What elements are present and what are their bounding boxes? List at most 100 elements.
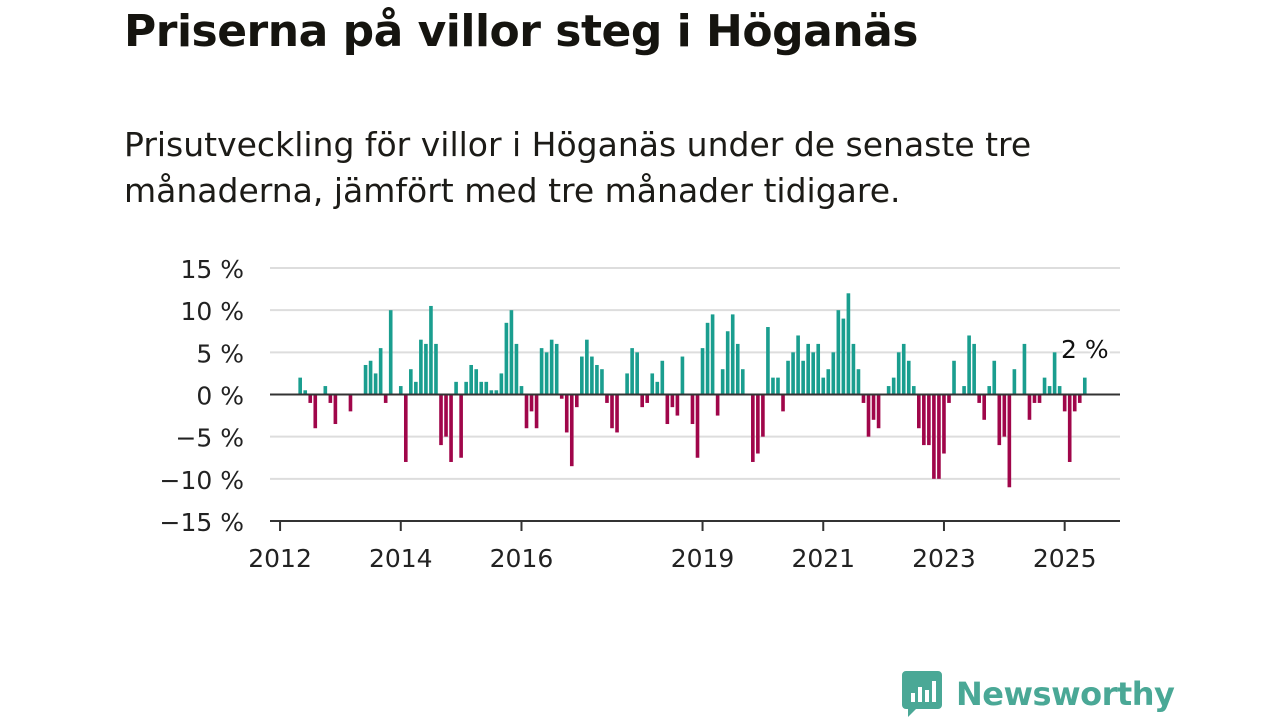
y-axis-labels: 15 % 10 % 5 % 0 % −5 % −10 % −15 % bbox=[160, 255, 244, 537]
bar bbox=[735, 343, 740, 395]
bar bbox=[836, 310, 841, 395]
bar bbox=[801, 360, 805, 395]
bar bbox=[952, 360, 956, 395]
bar bbox=[383, 394, 388, 403]
bar bbox=[906, 360, 911, 395]
bar bbox=[469, 364, 473, 395]
bar bbox=[544, 352, 549, 395]
bar bbox=[564, 394, 569, 433]
bar bbox=[730, 314, 735, 395]
latest-value-label: 2 % bbox=[1061, 335, 1109, 364]
bar bbox=[851, 343, 856, 395]
bar bbox=[403, 394, 408, 462]
y-tick-label: 0 % bbox=[196, 382, 244, 411]
bar bbox=[640, 394, 644, 408]
bar bbox=[539, 348, 544, 395]
y-tick-label: −10 % bbox=[160, 466, 244, 495]
bar bbox=[554, 343, 559, 395]
bar bbox=[534, 394, 539, 429]
bar bbox=[922, 394, 926, 446]
bar bbox=[932, 394, 936, 479]
bar bbox=[454, 381, 458, 395]
bar bbox=[655, 381, 660, 395]
bar bbox=[1037, 394, 1042, 403]
bar bbox=[348, 394, 353, 412]
bar bbox=[398, 386, 403, 395]
bar bbox=[766, 327, 770, 395]
bar bbox=[927, 394, 931, 446]
bar bbox=[429, 305, 433, 395]
bar bbox=[901, 343, 906, 395]
x-tick-label: 2023 bbox=[912, 544, 976, 573]
bar bbox=[489, 390, 494, 395]
bar bbox=[580, 356, 584, 395]
bar bbox=[424, 343, 428, 395]
bar bbox=[982, 394, 987, 420]
bar bbox=[509, 310, 514, 395]
bar bbox=[1067, 394, 1072, 462]
bar bbox=[942, 394, 946, 454]
y-tick-label: −15 % bbox=[160, 508, 244, 537]
bar bbox=[1077, 394, 1082, 403]
bar bbox=[610, 394, 614, 429]
bar bbox=[630, 348, 634, 395]
bar bbox=[464, 381, 468, 395]
bar bbox=[529, 394, 534, 412]
y-tick-label: −5 % bbox=[175, 424, 244, 453]
bar bbox=[1022, 343, 1027, 395]
brand-name: Newsworthy bbox=[956, 675, 1175, 713]
bar bbox=[987, 386, 992, 395]
bar bbox=[947, 394, 951, 403]
bar bbox=[761, 394, 765, 437]
bar bbox=[1012, 369, 1017, 395]
bar bbox=[871, 394, 876, 420]
bar bbox=[444, 394, 448, 437]
bar bbox=[569, 394, 574, 467]
bar bbox=[1027, 394, 1032, 420]
bar bbox=[786, 360, 790, 395]
bar bbox=[705, 322, 710, 395]
bar bbox=[449, 394, 453, 462]
grid-lines bbox=[270, 267, 1120, 480]
bar bbox=[846, 293, 851, 395]
bar bbox=[670, 394, 675, 408]
bar bbox=[891, 377, 896, 395]
x-axis-labels: 2012 2014 2016 2019 2021 2023 2025 bbox=[248, 544, 1096, 573]
bar bbox=[363, 364, 368, 395]
x-tick-label: 2021 bbox=[791, 544, 855, 573]
chart-bubble-icon bbox=[902, 671, 942, 717]
bar bbox=[615, 394, 619, 433]
bar bbox=[625, 373, 629, 395]
bar bbox=[600, 369, 604, 395]
bar bbox=[796, 335, 800, 395]
newsworthy-logo: Newsworthy bbox=[902, 670, 1175, 718]
annotations: 2 % bbox=[1058, 333, 1111, 367]
bar bbox=[665, 394, 670, 425]
bar bbox=[303, 390, 308, 395]
bar bbox=[861, 394, 866, 403]
bar bbox=[816, 343, 821, 395]
bar bbox=[896, 352, 901, 395]
x-tick-label: 2025 bbox=[1033, 544, 1097, 573]
bar bbox=[751, 394, 755, 462]
bar bbox=[781, 394, 785, 412]
bar bbox=[710, 314, 715, 395]
bar bbox=[756, 394, 760, 454]
bar bbox=[771, 377, 775, 395]
bar bbox=[328, 394, 333, 403]
bar bbox=[514, 343, 519, 395]
bar bbox=[967, 335, 971, 395]
bar bbox=[585, 339, 589, 395]
bar bbox=[977, 394, 981, 403]
y-tick-label: 5 % bbox=[196, 339, 244, 368]
y-tick-label: 10 % bbox=[180, 297, 244, 326]
bar bbox=[856, 369, 861, 395]
bar bbox=[409, 369, 413, 395]
bar bbox=[675, 394, 680, 416]
bar bbox=[504, 322, 509, 395]
bar bbox=[866, 394, 871, 437]
bar bbox=[1007, 394, 1012, 488]
x-tick-label: 2019 bbox=[671, 544, 735, 573]
bar bbox=[690, 394, 695, 425]
bar bbox=[484, 381, 489, 395]
